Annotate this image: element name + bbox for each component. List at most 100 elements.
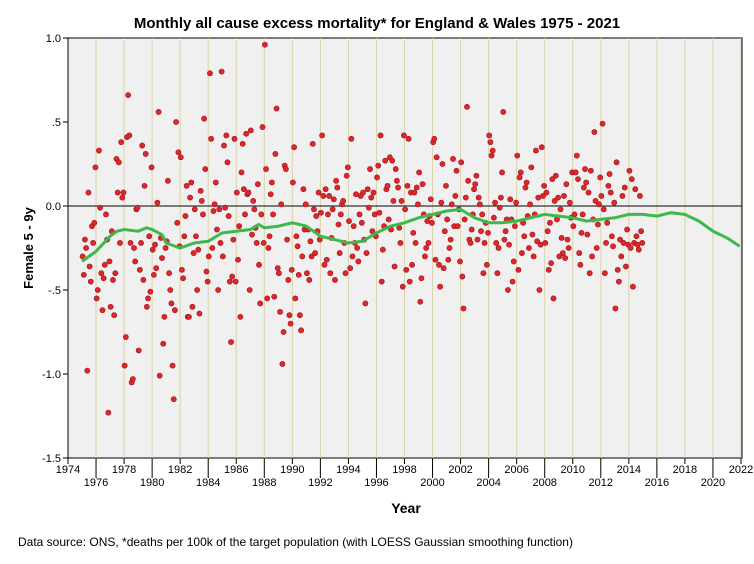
data-point (292, 295, 299, 302)
y-tick-label: -1.0 (42, 369, 61, 381)
data-point (632, 186, 639, 193)
data-point (152, 241, 158, 248)
data-point (526, 245, 532, 251)
x-tick-label: 1998 (392, 464, 416, 476)
data-point (405, 135, 412, 142)
x-tick-label: 1978 (112, 464, 136, 476)
data-point (436, 261, 442, 268)
data-point (273, 105, 280, 112)
data-point (611, 199, 618, 206)
data-point (471, 186, 477, 193)
data-point (153, 265, 160, 272)
data-point (164, 177, 171, 184)
data-point (174, 219, 181, 226)
data-point (308, 253, 315, 260)
data-point (600, 206, 607, 213)
data-point (247, 127, 254, 134)
data-point (162, 245, 169, 251)
data-point (100, 275, 107, 282)
data-point (167, 287, 174, 293)
data-point (280, 329, 287, 335)
data-point (422, 253, 428, 260)
data-point (441, 228, 448, 235)
x-tick-label: 2002 (448, 464, 472, 476)
data-point (519, 250, 525, 256)
data-point (462, 194, 469, 201)
data-point (325, 211, 331, 218)
data-point (468, 226, 475, 233)
data-point (315, 189, 322, 196)
data-point (297, 312, 303, 319)
data-point (83, 245, 90, 251)
data-point (513, 199, 519, 206)
data-point (579, 211, 586, 218)
data-point (202, 166, 209, 172)
data-point (591, 129, 598, 135)
data-point (514, 152, 521, 159)
data-point (417, 298, 424, 305)
footnote: Data source: ONS, *deaths per 100k of th… (18, 535, 573, 549)
data-point (571, 211, 578, 218)
data-point (193, 233, 199, 240)
data-point (447, 236, 454, 243)
data-point (90, 240, 97, 246)
x-tick-label: 2022 (729, 464, 753, 476)
data-point (79, 253, 86, 260)
data-point (218, 68, 225, 75)
data-point (624, 226, 630, 233)
x-tick-label: 1982 (168, 464, 192, 476)
data-point (606, 171, 613, 177)
data-point (264, 295, 271, 302)
data-point (329, 206, 336, 213)
data-point (257, 300, 264, 307)
data-point (147, 288, 154, 295)
data-point (365, 204, 372, 211)
data-point (626, 167, 633, 174)
data-point (637, 193, 643, 199)
data-point (540, 193, 546, 199)
x-tick-label: 1984 (196, 477, 220, 489)
data-point (453, 167, 460, 174)
data-point (101, 261, 108, 268)
data-point (411, 189, 418, 196)
data-point (318, 209, 324, 216)
data-point (429, 219, 435, 226)
data-point (99, 307, 106, 314)
data-point (161, 313, 168, 320)
y-tick-label: -.5 (48, 285, 61, 297)
data-point (92, 164, 99, 171)
data-point (610, 243, 616, 250)
data-point (354, 245, 361, 251)
data-point (179, 266, 185, 273)
data-point (547, 219, 553, 226)
data-point (445, 256, 452, 263)
data-point (585, 189, 592, 196)
data-point (236, 223, 243, 230)
data-point (502, 228, 509, 235)
data-point (201, 115, 208, 122)
data-point (177, 154, 184, 161)
data-point (548, 260, 555, 267)
chart-title: Monthly all cause excess mortality* for … (134, 15, 620, 32)
data-point (457, 258, 463, 265)
data-point (566, 199, 573, 206)
data-point (270, 211, 276, 218)
data-point (607, 189, 614, 196)
data-point (460, 305, 467, 312)
data-point (630, 283, 636, 290)
x-axis-label: Year (391, 500, 421, 516)
data-point (231, 135, 238, 142)
data-point (599, 120, 606, 127)
data-point (394, 177, 400, 184)
data-point (382, 157, 389, 164)
data-point (492, 199, 498, 206)
data-point (475, 194, 482, 201)
data-point (200, 211, 206, 218)
data-point (207, 70, 213, 77)
data-point (240, 186, 247, 193)
data-point (443, 182, 449, 189)
data-point (180, 275, 186, 282)
data-point (238, 169, 245, 176)
data-point (612, 305, 619, 312)
